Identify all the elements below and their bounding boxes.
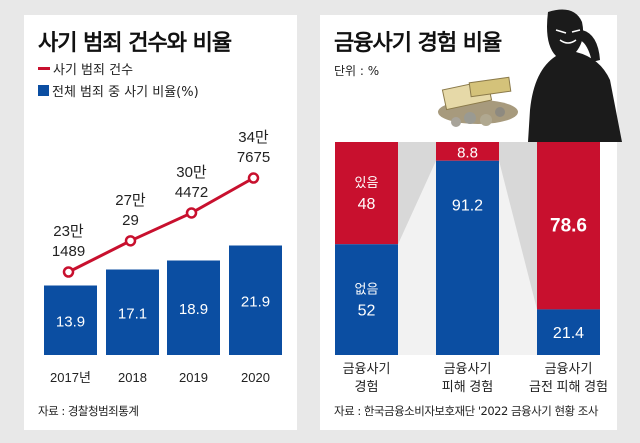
bar-segment-blue xyxy=(335,244,398,355)
legend-label: 전체 범죄 중 사기 비율(%) xyxy=(52,85,199,100)
category-label: 금융사기 xyxy=(545,361,593,376)
line-point xyxy=(185,207,198,219)
x-tick-label: 2017년 xyxy=(50,370,91,385)
bar xyxy=(167,260,220,355)
category-label: 경험 xyxy=(355,379,379,394)
segment-value-label: 48 xyxy=(358,196,376,213)
line-value-label: 27만 xyxy=(115,192,146,209)
segment-sublabel: 없음 xyxy=(355,282,379,297)
source-note: 자료 : 한국금융소비자보호재단 '2022 금융사기 현황 조사 xyxy=(334,404,598,418)
bar xyxy=(44,285,97,355)
line-value-label: 4472 xyxy=(175,184,208,201)
chart-title: 사기 범죄 건수와 비율 xyxy=(38,31,232,56)
category-label: 피해 경험 xyxy=(442,379,493,394)
bar-value-label: 21.9 xyxy=(241,293,270,310)
bar xyxy=(106,269,159,355)
x-tick-label: 2018 xyxy=(118,370,147,385)
line-value-label: 34만 xyxy=(238,129,269,146)
category-label: 금융사기 xyxy=(343,361,391,376)
bar-segment-blue xyxy=(537,309,600,355)
legend-line-swatch xyxy=(38,67,50,70)
line-point xyxy=(62,266,75,278)
category-label: 금융사기 xyxy=(444,361,492,376)
thief-silhouette-icon xyxy=(528,9,622,142)
line-value-label: 29 xyxy=(122,212,139,229)
line-point xyxy=(124,235,137,247)
line-value-label: 1489 xyxy=(52,243,85,260)
segment-value-label: 91.2 xyxy=(452,198,483,215)
category-label: 금전 피해 경험 xyxy=(529,379,608,394)
legend-bar: 전체 범죄 중 사기 비율(%) xyxy=(38,81,199,100)
bar-segment-red xyxy=(537,142,600,310)
segment-sublabel: 있음 xyxy=(355,175,379,190)
legend-line: 사기 범죄 건수 xyxy=(38,59,133,78)
fraud-crime-panel: 사기 범죄 건수와 비율 사기 범죄 건수 전체 범죄 중 사기 비율(%) 자… xyxy=(24,15,297,430)
legend-label: 사기 범죄 건수 xyxy=(53,63,134,78)
bar-value-label: 13.9 xyxy=(56,313,85,330)
bar-value-label: 17.1 xyxy=(118,305,147,322)
line-value-label: 30만 xyxy=(176,164,207,181)
money-illustration xyxy=(438,76,518,127)
unit-label: 단위 : % xyxy=(334,64,380,78)
line-series xyxy=(67,176,255,274)
line-value-label: 7675 xyxy=(237,149,270,166)
line-value-label: 23만 xyxy=(53,223,84,240)
chart-title: 금융사기 경험 비율 xyxy=(334,31,502,56)
legend-bar-swatch xyxy=(38,85,49,96)
bar xyxy=(229,245,282,355)
x-tick-label: 2020 xyxy=(241,370,270,385)
connector-band xyxy=(499,160,537,355)
segment-value-label: 21.4 xyxy=(553,325,584,342)
source-note: 자료 : 경찰청범죄통계 xyxy=(38,404,139,418)
bar-segment-red xyxy=(436,142,499,161)
connector-band xyxy=(398,160,436,355)
segment-value-label: 8.8 xyxy=(457,144,478,161)
bar-value-label: 18.9 xyxy=(179,301,208,318)
segment-value-label: 78.6 xyxy=(550,216,587,237)
x-tick-label: 2019 xyxy=(179,370,208,385)
segment-value-label: 52 xyxy=(358,303,376,320)
bar-segment-red xyxy=(335,142,398,245)
bar-segment-blue xyxy=(436,160,499,355)
line-point xyxy=(247,172,260,184)
